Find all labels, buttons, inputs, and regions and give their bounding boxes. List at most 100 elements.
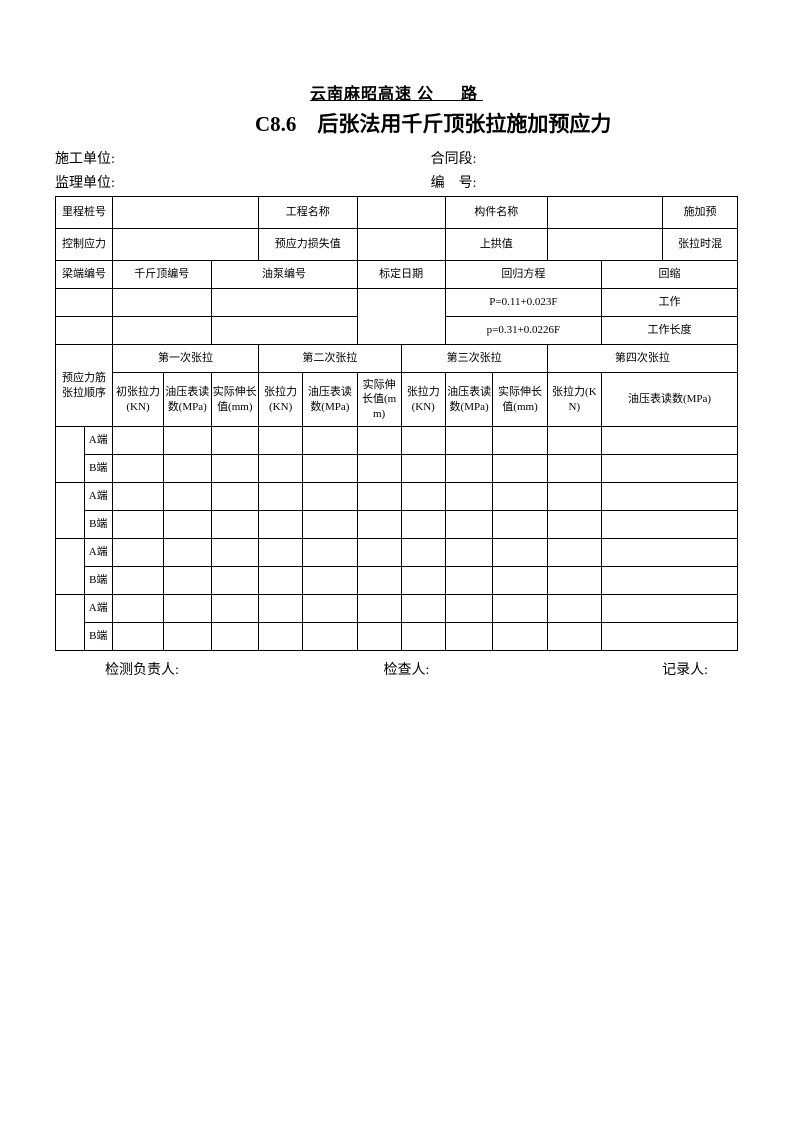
cell — [113, 455, 164, 483]
cell — [401, 483, 445, 511]
cell-calib-date-label: 标定日期 — [357, 261, 445, 289]
cell-equation: p=0.31+0.0226F — [445, 317, 601, 345]
cell — [303, 623, 357, 651]
cell — [303, 567, 357, 595]
cell — [547, 511, 601, 539]
cell — [401, 455, 445, 483]
cell-beam-end-label: 梁端编号 — [56, 261, 113, 289]
cell-label: 张拉时混 — [663, 229, 738, 261]
cell — [113, 197, 259, 229]
cell-label: 工作长度 — [602, 317, 738, 345]
cell — [56, 317, 113, 345]
cell — [113, 427, 164, 455]
cell — [445, 595, 493, 623]
cell-component-name-label: 构件名称 — [445, 197, 547, 229]
cell — [259, 567, 303, 595]
table-row: B端 — [56, 623, 738, 651]
cell-sub: 张拉力(KN) — [547, 373, 601, 427]
cell-mileage-label: 里程桩号 — [56, 197, 113, 229]
cell — [211, 317, 357, 345]
checker-label: 检查人: — [306, 659, 507, 679]
cell — [303, 539, 357, 567]
cell-sub: 油压表读数(MPa) — [163, 373, 211, 427]
cell — [259, 623, 303, 651]
cell — [357, 197, 445, 229]
cell-end-b: B端 — [84, 567, 113, 595]
cell — [56, 289, 113, 317]
cell — [56, 595, 85, 651]
table-row: 控制应力 预应力损失值 上拱值 张拉时混 — [56, 229, 738, 261]
cell — [445, 539, 493, 567]
cell — [493, 567, 547, 595]
cell — [547, 483, 601, 511]
table-row: 初张拉力(KN) 油压表读数(MPa) 实际伸长值(mm) 张拉力(KN) 油压… — [56, 373, 738, 427]
cell-label: 回缩 — [602, 261, 738, 289]
cell-end-a: A端 — [84, 483, 113, 511]
cell — [259, 595, 303, 623]
cell — [259, 483, 303, 511]
cell-loss-label: 预应力损失值 — [259, 229, 357, 261]
cell — [445, 511, 493, 539]
cell — [211, 623, 259, 651]
cell — [493, 623, 547, 651]
cell — [163, 595, 211, 623]
cell — [211, 595, 259, 623]
cell-end-a: A端 — [84, 427, 113, 455]
cell — [357, 567, 401, 595]
cell — [493, 483, 547, 511]
cell — [113, 511, 164, 539]
main-table: 里程桩号 工程名称 构件名称 施加预 控制应力 预应力损失值 上拱值 张拉时混 … — [55, 196, 738, 651]
inspector-label: 检测负责人: — [55, 659, 306, 679]
cell — [401, 427, 445, 455]
cell — [211, 427, 259, 455]
cell-camber-label: 上拱值 — [445, 229, 547, 261]
cell — [113, 229, 259, 261]
header-title: C8.6 后张法用千斤顶张拉施加预应力 — [55, 108, 738, 138]
cell-end-b: B端 — [84, 455, 113, 483]
cell-sub: 张拉力(KN) — [259, 373, 303, 427]
cell — [303, 483, 357, 511]
cell — [163, 483, 211, 511]
cell-sub: 张拉力(KN) — [401, 373, 445, 427]
table-row: A端 — [56, 483, 738, 511]
table-row: 预应力筋张拉顺序 第一次张拉 第二次张拉 第三次张拉 第四次张拉 — [56, 345, 738, 373]
cell — [401, 595, 445, 623]
cell — [259, 539, 303, 567]
table-row: B端 — [56, 567, 738, 595]
cell — [445, 567, 493, 595]
cell — [357, 595, 401, 623]
cell — [163, 623, 211, 651]
table-row: B端 — [56, 511, 738, 539]
cell — [493, 595, 547, 623]
cell — [211, 567, 259, 595]
cell — [602, 455, 738, 483]
cell — [401, 567, 445, 595]
cell — [163, 427, 211, 455]
cell — [113, 317, 211, 345]
cell — [113, 567, 164, 595]
cell-end-b: B端 — [84, 623, 113, 651]
cell-label: 工作 — [602, 289, 738, 317]
cell-sub: 油压表读数(MPa) — [445, 373, 493, 427]
cell-regression-label: 回归方程 — [445, 261, 601, 289]
cell-jack-no-label: 千斤顶编号 — [113, 261, 211, 289]
cell-sub: 初张拉力(KN) — [113, 373, 164, 427]
cell-end-b: B端 — [84, 511, 113, 539]
footer-signatures: 检测负责人: 检查人: 记录人: — [55, 659, 738, 679]
cell — [259, 511, 303, 539]
cell-end-a: A端 — [84, 539, 113, 567]
cell — [113, 623, 164, 651]
info-row-1: 施工单位: 合同段: — [55, 148, 738, 168]
cell — [303, 595, 357, 623]
cell — [113, 289, 211, 317]
cell — [493, 455, 547, 483]
cell — [602, 567, 738, 595]
cell — [547, 623, 601, 651]
cell — [163, 455, 211, 483]
cell — [493, 539, 547, 567]
cell — [113, 483, 164, 511]
cell-group-4: 第四次张拉 — [547, 345, 737, 373]
cell — [445, 455, 493, 483]
cell — [357, 229, 445, 261]
cell — [211, 455, 259, 483]
